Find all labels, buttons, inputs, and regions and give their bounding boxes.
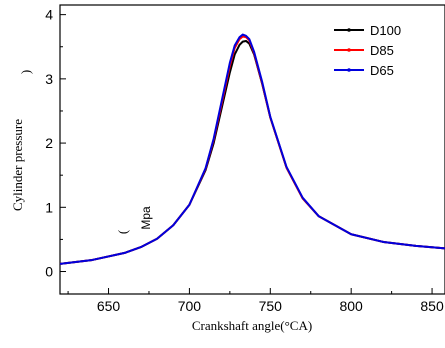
y-tick-label: 1 [45, 199, 53, 215]
legend-marker-d100 [347, 28, 351, 32]
y-tick-label: 0 [45, 264, 53, 280]
x-tick-label: 850 [420, 298, 444, 314]
legend: D100 D85 D65 [334, 23, 401, 78]
y-axis-label: Cylinder pressure [10, 119, 25, 211]
legend-label-d65: D65 [370, 63, 394, 78]
y-axis-paren-open: ( [115, 230, 130, 234]
legend-marker-d85 [347, 48, 351, 52]
x-tick-label: 750 [259, 298, 283, 314]
legend-label-d100: D100 [370, 23, 401, 38]
y-axis-unit: Mpa [139, 206, 153, 230]
x-axis: 650 700 750 800 850 [67, 288, 444, 314]
y-tick-label: 4 [45, 7, 53, 23]
x-tick-label: 800 [339, 298, 363, 314]
x-tick-label: 700 [178, 298, 202, 314]
y-axis-paren-close: ) [18, 70, 33, 74]
legend-label-d85: D85 [370, 43, 394, 58]
plot-frame [59, 4, 445, 295]
y-axis: 0 1 2 3 4 [45, 7, 66, 280]
x-axis-label: Crankshaft angle(°CA) [192, 318, 312, 333]
x-tick-label: 650 [97, 298, 121, 314]
y-tick-label: 3 [45, 71, 53, 87]
y-tick-label: 2 [45, 135, 53, 151]
series-line-d65 [59, 33, 445, 265]
legend-marker-d65 [347, 68, 351, 72]
series-layer [59, 33, 445, 265]
